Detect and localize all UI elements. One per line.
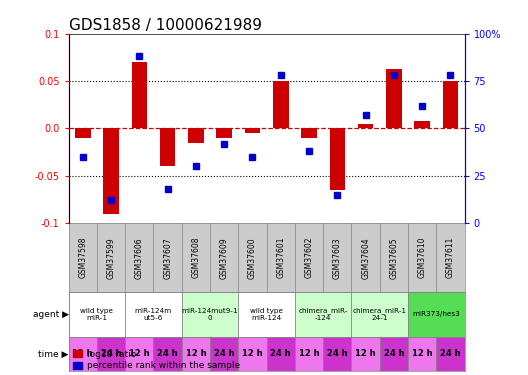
Text: GSM37599: GSM37599 (107, 237, 116, 279)
Text: 12 h: 12 h (129, 350, 149, 358)
Bar (386, 69, 402, 128)
Text: GSM37611: GSM37611 (446, 237, 455, 278)
Text: 24 h: 24 h (327, 350, 347, 358)
Bar (352, 292, 408, 336)
Bar (352, 336, 380, 371)
Bar (69, 336, 97, 371)
Text: wild type
miR-1: wild type miR-1 (80, 308, 114, 321)
Text: GSM37598: GSM37598 (78, 237, 87, 279)
Text: GSM37605: GSM37605 (390, 237, 399, 279)
Bar (238, 292, 295, 336)
Text: GSM37604: GSM37604 (361, 237, 370, 279)
Text: 24 h: 24 h (157, 350, 178, 358)
Bar (323, 336, 352, 371)
Bar (408, 292, 465, 336)
Text: 12 h: 12 h (355, 350, 376, 358)
Bar (188, 128, 204, 142)
Text: GSM37602: GSM37602 (305, 237, 314, 279)
Bar (442, 81, 458, 128)
Text: GSM37610: GSM37610 (418, 237, 427, 279)
Bar (182, 292, 238, 336)
Bar (125, 336, 154, 371)
Text: GSM37608: GSM37608 (192, 237, 201, 279)
Text: miR-124m
ut5-6: miR-124m ut5-6 (135, 308, 172, 321)
Bar (295, 292, 352, 336)
Text: 24 h: 24 h (214, 350, 234, 358)
Text: 12 h: 12 h (412, 350, 432, 358)
Text: 12 h: 12 h (186, 350, 206, 358)
Bar (154, 336, 182, 371)
Text: chimera_miR-1
24-1: chimera_miR-1 24-1 (353, 308, 407, 321)
Bar (216, 128, 232, 138)
Bar (182, 336, 210, 371)
Text: 24 h: 24 h (101, 350, 121, 358)
Bar (358, 124, 373, 128)
Bar (210, 336, 238, 371)
Bar (301, 128, 317, 138)
Bar (244, 128, 260, 133)
Bar (436, 336, 465, 371)
Bar (329, 128, 345, 190)
Text: 24 h: 24 h (440, 350, 461, 358)
Text: 12 h: 12 h (242, 350, 263, 358)
Text: miR-124mut9-1
0: miR-124mut9-1 0 (182, 308, 238, 321)
Bar (380, 336, 408, 371)
Text: 24 h: 24 h (384, 350, 404, 358)
Text: 12 h: 12 h (299, 350, 319, 358)
Text: miR373/hes3: miR373/hes3 (412, 312, 460, 318)
Bar (97, 336, 125, 371)
Text: GSM37609: GSM37609 (220, 237, 229, 279)
Text: 24 h: 24 h (270, 350, 291, 358)
Text: wild type
miR-124: wild type miR-124 (250, 308, 283, 321)
Bar (267, 336, 295, 371)
Bar (69, 292, 125, 336)
Bar (103, 128, 119, 213)
Text: GDS1858 / 10000621989: GDS1858 / 10000621989 (69, 18, 262, 33)
Bar (414, 121, 430, 128)
Bar (160, 128, 175, 166)
Text: GSM37607: GSM37607 (163, 237, 172, 279)
Text: 12 h: 12 h (72, 350, 93, 358)
Bar (238, 336, 267, 371)
Text: agent ▶: agent ▶ (33, 310, 69, 319)
Text: time ▶: time ▶ (38, 350, 69, 358)
Bar (75, 128, 91, 138)
Text: GSM37601: GSM37601 (276, 237, 285, 279)
Bar (131, 62, 147, 128)
Bar (273, 81, 289, 128)
Text: GSM37606: GSM37606 (135, 237, 144, 279)
Text: GSM37600: GSM37600 (248, 237, 257, 279)
Text: chimera_miR-
-124: chimera_miR- -124 (298, 308, 348, 321)
Bar (295, 336, 323, 371)
Text: GSM37603: GSM37603 (333, 237, 342, 279)
Legend: log10 ratio, percentile rank within the sample: log10 ratio, percentile rank within the … (73, 350, 240, 370)
Bar (408, 336, 436, 371)
Bar (125, 292, 182, 336)
